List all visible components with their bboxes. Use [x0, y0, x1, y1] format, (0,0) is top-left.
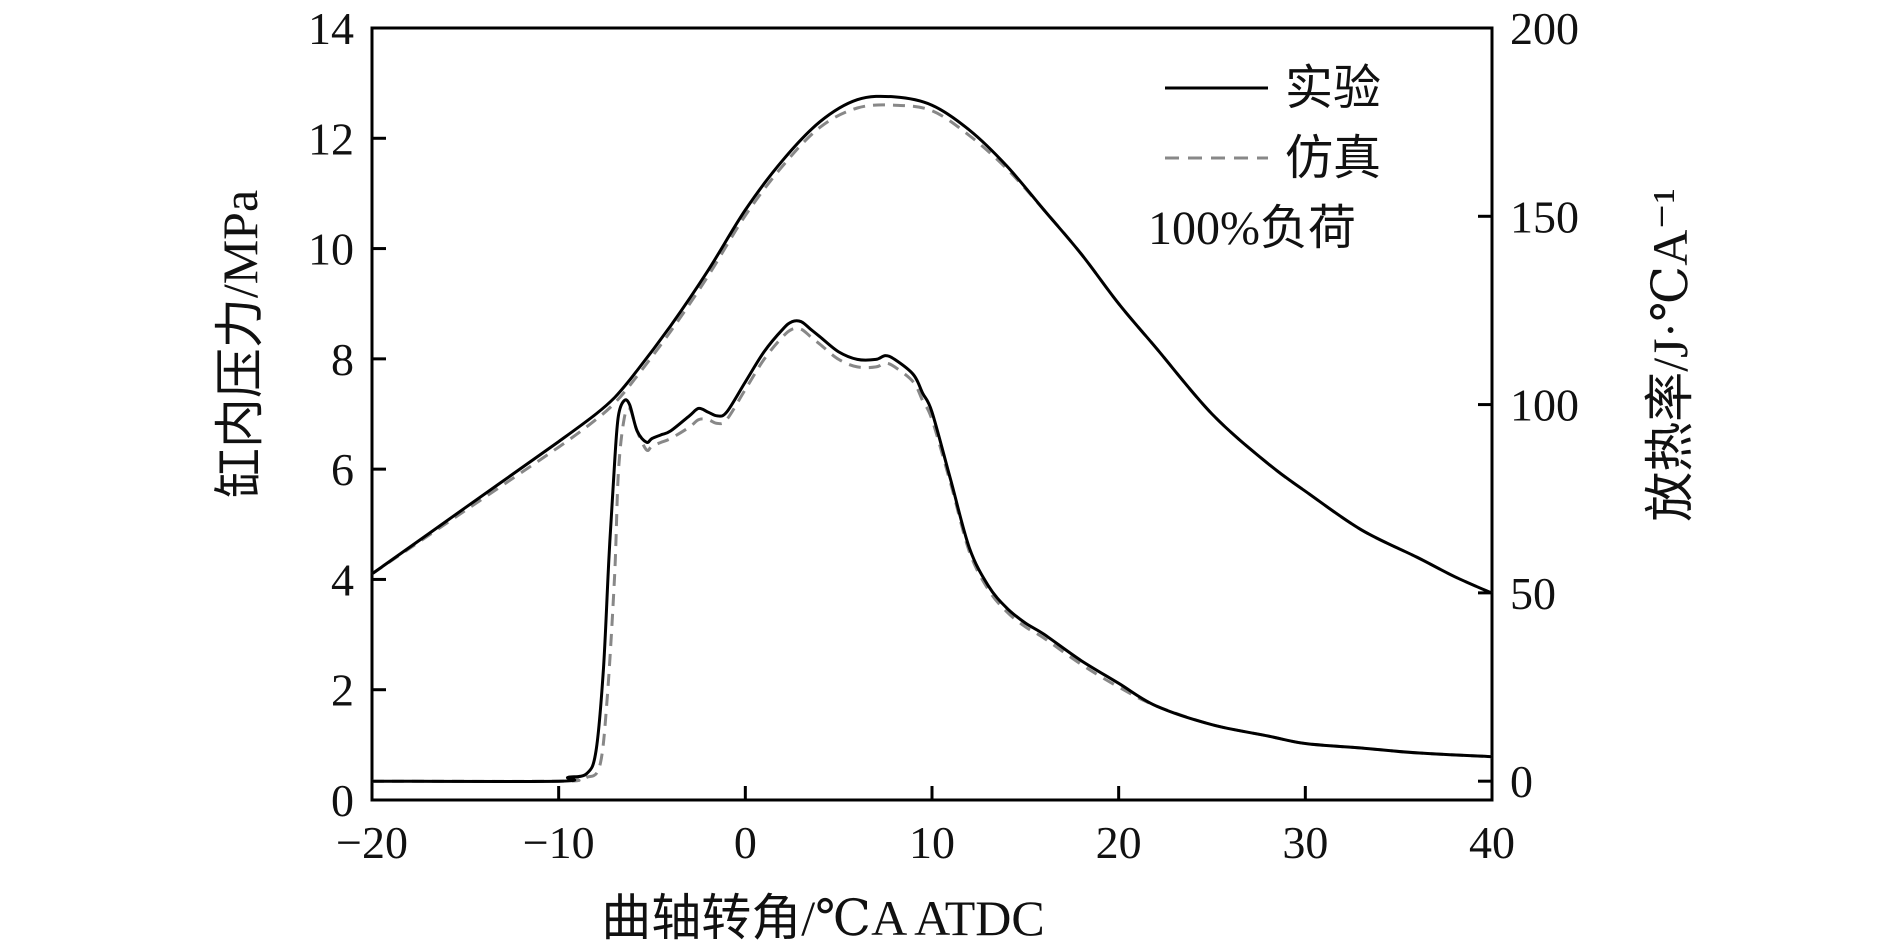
y-left-tick-label: 14: [308, 3, 354, 54]
heat-release-simulation-line: [371, 326, 1493, 783]
heat-release-experiment-line: [371, 319, 1493, 783]
y-left-tick-label: 10: [308, 224, 354, 275]
y-right-axis-ticks: 0 50 100 150 200: [1478, 3, 1579, 807]
x-tick-label: 10: [909, 817, 955, 868]
y-left-axis-title: 缸内压力/MPa: [212, 190, 268, 498]
pressure-experiment-line: [371, 94, 1493, 595]
x-axis-title: 曲轴转角/℃A ATDC: [601, 890, 1044, 946]
y-left-tick-label: 6: [331, 444, 354, 495]
x-tick-label: 20: [1096, 817, 1142, 868]
y-left-tick-label: 0: [331, 775, 354, 826]
y-left-tick-label: 2: [331, 665, 354, 716]
y-left-tick-label: 4: [331, 554, 354, 605]
legend: 实验 仿真 100%负荷: [1148, 62, 1381, 255]
x-tick-label: 30: [1282, 817, 1328, 868]
x-tick-label: 40: [1469, 817, 1515, 868]
load-annotation: 100%负荷: [1148, 202, 1356, 255]
y-right-tick-label: 50: [1510, 568, 1556, 619]
legend-label-simulation: 仿真: [1285, 132, 1381, 185]
x-tick-label: −20: [336, 817, 408, 868]
series-layer: [371, 94, 1493, 783]
y-right-tick-label: 200: [1510, 3, 1579, 54]
x-tick-label: −10: [523, 817, 595, 868]
y-left-tick-label: 8: [331, 334, 354, 385]
y-right-tick-label: 150: [1510, 191, 1579, 242]
y-left-tick-label: 12: [308, 113, 354, 164]
x-axis-ticks: −20 −10 0 10 20 30 40: [336, 786, 1515, 868]
y-right-tick-label: 100: [1510, 380, 1579, 431]
y-right-tick-label: 0: [1510, 756, 1533, 807]
y-right-axis-title: 放热率/J·℃A⁻¹: [1642, 188, 1698, 521]
x-tick-label: 0: [734, 817, 757, 868]
y-left-axis-ticks: 0 2 4 6 8 10 12 14: [308, 3, 386, 826]
legend-label-experiment: 实验: [1285, 62, 1381, 115]
